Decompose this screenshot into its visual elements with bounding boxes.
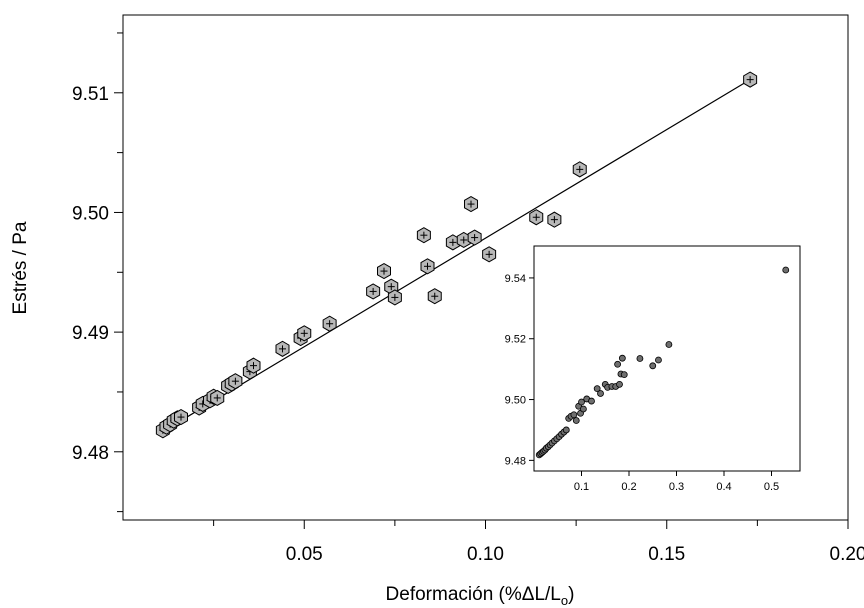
main-data-point [482, 246, 497, 263]
main-y-tick-label: 9.49 [72, 323, 109, 344]
main-data-point [547, 211, 562, 228]
main-data-point [464, 196, 478, 213]
main-data-point [366, 283, 381, 300]
inset-x-tick-label: 0.4 [716, 481, 731, 493]
main-data-point [529, 209, 544, 226]
main-x-tick-label: 0.20 [830, 544, 864, 565]
inset-y-tick-label: 9.54 [505, 273, 526, 285]
inset-data-point [620, 371, 628, 379]
inset-data-point [618, 354, 626, 362]
main-x-axis-label-subscript: o [561, 593, 568, 608]
inset-data-point [665, 341, 673, 348]
main-x-tick-label: 0.15 [648, 544, 685, 565]
inset-x-tick-label: 0.5 [764, 481, 779, 493]
main-data-point [377, 263, 391, 280]
inset-plot-frame [533, 245, 801, 472]
main-y-tick-label: 9.48 [72, 443, 109, 464]
inset-points [535, 266, 790, 459]
inset-data-point [597, 390, 604, 397]
main-y-tick-label: 9.51 [72, 84, 109, 105]
inset-data-point [593, 385, 601, 393]
main-x-tick-label: 0.05 [286, 544, 323, 565]
inset-ticks: 0.1 0.2 0.3 0.4 0.5 9.48 9.50 9.52 9.54 [505, 273, 780, 493]
main-data-point [174, 409, 188, 426]
inset-data-point [588, 397, 595, 405]
main-data-point [246, 357, 261, 374]
inset-x-tick-label: 0.3 [669, 481, 684, 493]
main-points [155, 71, 758, 439]
inset-data-point [614, 360, 621, 368]
inset-x-tick-label: 0.2 [621, 481, 636, 493]
inset-data-point [580, 405, 587, 413]
main-data-point [275, 340, 290, 357]
main-data-point [387, 289, 402, 306]
inset-data-point [570, 411, 578, 419]
inset-y-tick-label: 9.50 [505, 395, 526, 407]
inset-background [506, 245, 836, 487]
inset-data-point [572, 417, 580, 424]
main-y-tick-label: 9.50 [72, 203, 109, 224]
inset-x-tick-label: 0.1 [574, 481, 589, 493]
main-x-axis-label-text: Deformación (%ΔL/L [386, 584, 561, 605]
main-ticks: 0.05 0.10 0.15 0.20 9.48 9.49 9.50 9.51 [72, 32, 864, 565]
main-data-point [427, 288, 442, 305]
main-x-axis-label: Deformación (%ΔL/Lo) [386, 584, 575, 608]
main-y-axis-label: Estrés / Pa [10, 221, 31, 314]
fit-line [162, 79, 751, 432]
inset-data-point [636, 355, 644, 362]
main-data-point [297, 325, 312, 342]
inset-data-point [578, 398, 585, 406]
inset-data-point [782, 266, 790, 274]
main-x-axis-label-close: ) [568, 584, 574, 605]
inset-data-point [655, 356, 662, 364]
main-data-point [743, 71, 758, 88]
inset-y-tick-label: 9.52 [505, 334, 526, 346]
inset-data-point [562, 426, 570, 434]
inset-y-tick-label: 9.48 [505, 455, 526, 467]
main-data-point [572, 161, 587, 178]
main-data-point [228, 373, 243, 390]
main-data-point [416, 227, 431, 244]
main-data-point [467, 229, 482, 246]
main-x-tick-label: 0.10 [467, 544, 504, 565]
main-data-point [210, 389, 225, 407]
main-fit-line-group [162, 79, 751, 432]
inset-data-point [649, 362, 657, 370]
main-data-point [322, 315, 337, 332]
main-data-point [445, 234, 460, 251]
main-data-point [420, 258, 435, 275]
inset-data-point [616, 380, 623, 388]
